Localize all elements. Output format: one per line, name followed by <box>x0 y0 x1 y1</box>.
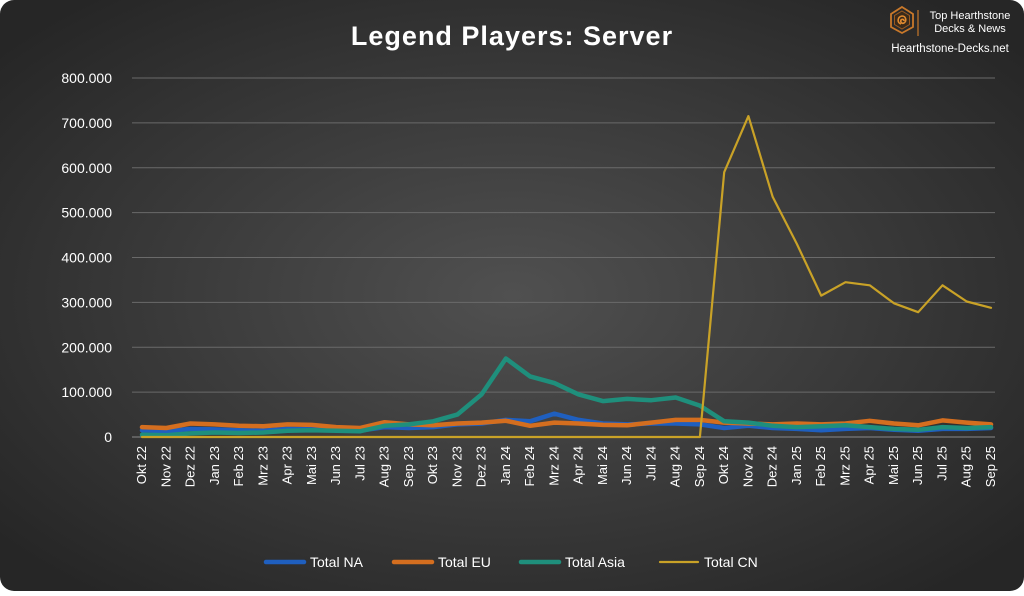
x-tick-label: Apr 24 <box>571 446 586 484</box>
x-tick-label: Nov 24 <box>740 446 755 487</box>
site-name: Hearthstone-Decks.net <box>891 43 1009 55</box>
x-tick-label: Jun 24 <box>619 446 634 485</box>
x-tick-label: Aug 24 <box>668 446 683 487</box>
chart-title: Legend Players: Server <box>351 21 673 51</box>
y-axis-ticks: 0 100.000 200.000 300.000 400.000 500.000 600.… <box>61 70 112 445</box>
x-tick-label: Mai 23 <box>304 446 319 485</box>
x-tick-label: Mrz 23 <box>255 446 270 486</box>
x-tick-label: Feb 25 <box>813 446 828 486</box>
x-tick-label: Nov 22 <box>158 446 173 487</box>
x-tick-label: Dez 22 <box>183 446 198 487</box>
x-tick-label: Aug 23 <box>377 446 392 487</box>
y-tick-label: 200.000 <box>61 339 112 355</box>
x-tick-label: Sep 24 <box>692 446 707 487</box>
y-tick-label: 300.000 <box>61 294 112 310</box>
x-tick-label: Mrz 24 <box>546 446 561 486</box>
x-tick-label: Jul 24 <box>643 446 658 481</box>
x-tick-label: Feb 24 <box>522 446 537 486</box>
x-tick-label: Jan 23 <box>207 446 222 485</box>
legend-label: Total NA <box>310 554 364 570</box>
x-tick-label: Sep 25 <box>983 446 998 487</box>
x-tick-label: Okt 24 <box>716 446 731 484</box>
legend: Total NA Total EU Total Asia Total CN <box>263 554 758 570</box>
y-tick-label: 500.000 <box>61 205 112 221</box>
x-tick-label: Dez 24 <box>765 446 780 487</box>
y-tick-label: 100.000 <box>61 384 112 400</box>
x-tick-label: Nov 23 <box>449 446 464 487</box>
x-tick-label: Okt 22 <box>134 446 149 484</box>
legend-label: Total CN <box>704 554 758 570</box>
hearthstone-swirl-icon <box>890 5 914 35</box>
logo-line-2: Decks & News <box>934 23 1006 35</box>
series-lines <box>139 114 994 439</box>
series-line-total-cn <box>140 114 993 439</box>
legend-label: Total Asia <box>565 554 625 570</box>
series-line-total-asia <box>139 356 994 438</box>
x-tick-label: Okt 23 <box>425 446 440 484</box>
x-tick-label: Mai 25 <box>886 446 901 485</box>
x-tick-label: Sep 23 <box>401 446 416 487</box>
x-tick-label: Apr 25 <box>862 446 877 484</box>
y-tick-label: 800.000 <box>61 70 112 86</box>
x-tick-label: Aug 25 <box>959 446 974 487</box>
x-tick-label: Jun 25 <box>910 446 925 485</box>
x-tick-label: Jul 23 <box>352 446 367 481</box>
y-tick-label: 700.000 <box>61 115 112 131</box>
y-tick-label: 600.000 <box>61 160 112 176</box>
logo-line-1: Top Hearthstone <box>930 10 1011 22</box>
y-tick-label: 0 <box>104 429 112 445</box>
legend-label: Total EU <box>438 554 491 570</box>
series-line-total-eu <box>139 417 994 431</box>
x-axis-ticks: Okt 22 Nov 22 Dez 22 Jan 23 Feb 23 Mrz 23 Apr … <box>134 446 998 487</box>
x-tick-label: Feb 23 <box>231 446 246 486</box>
x-tick-label: Jun 23 <box>328 446 343 485</box>
x-tick-label: Mrz 25 <box>837 446 852 486</box>
x-tick-label: Dez 23 <box>474 446 489 487</box>
x-tick-label: Jan 24 <box>498 446 513 485</box>
x-tick-label: Jan 25 <box>789 446 804 485</box>
x-tick-label: Mai 24 <box>595 446 610 485</box>
x-tick-label: Apr 23 <box>280 446 295 484</box>
x-tick-label: Jul 25 <box>934 446 949 481</box>
y-tick-label: 400.000 <box>61 250 112 266</box>
branding-logo: Top Hearthstone Decks & News Hearthstone… <box>890 5 1011 55</box>
